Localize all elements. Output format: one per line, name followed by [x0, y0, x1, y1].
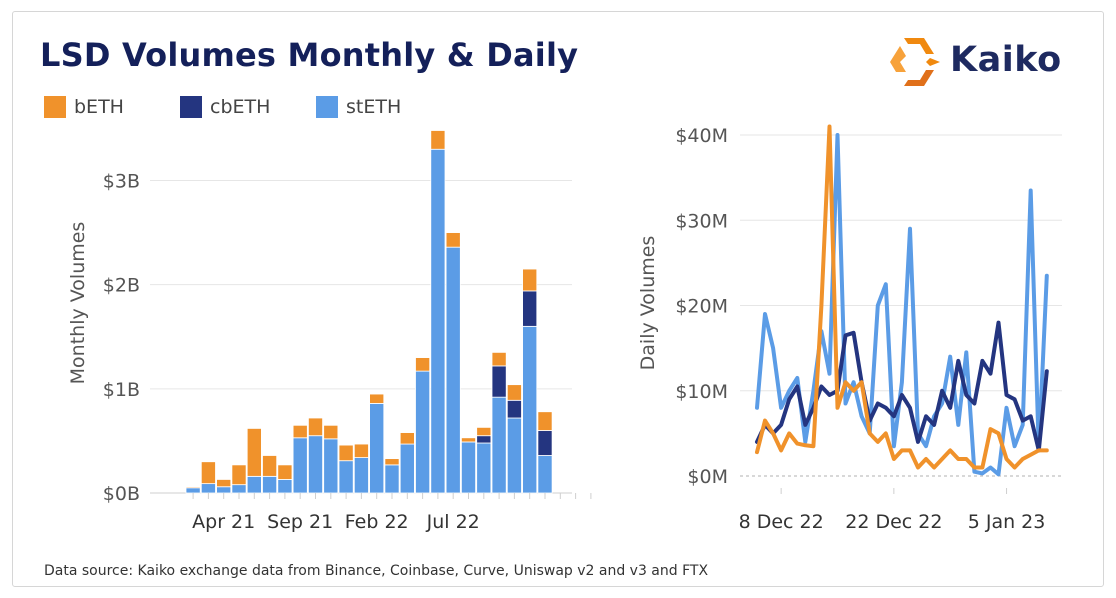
- bar-beth-6: [277, 464, 293, 480]
- brand-logo: Kaiko: [886, 34, 1086, 90]
- bar-beth-4: [246, 428, 262, 477]
- monthly-x-tick-label: Feb 22: [345, 511, 409, 533]
- bar-beth-0: [185, 486, 201, 489]
- legend-swatch-steth: [316, 96, 338, 118]
- monthly-y-tick-label: $3B: [103, 171, 140, 193]
- bar-beth-1: [200, 461, 216, 485]
- bar-beth-5: [262, 455, 278, 477]
- bar-beth-21: [506, 384, 522, 401]
- data-source-note: Data source: Kaiko exchange data from Bi…: [44, 563, 709, 579]
- bar-beth-10: [338, 444, 354, 462]
- line-series-steth: [755, 133, 1049, 477]
- monthly-y-axis-label: Monthly Volumes: [67, 222, 89, 385]
- bar-beth-9: [323, 424, 339, 440]
- monthly-x-tick-label: Apr 21: [192, 511, 255, 533]
- bar-beth-17: [445, 232, 461, 248]
- bar-beth-18: [460, 437, 476, 443]
- daily-x-tick-label: 8 Dec 22: [739, 511, 824, 533]
- bar-beth-12: [369, 393, 385, 404]
- monthly-y-tick-label: $1B: [103, 379, 140, 401]
- monthly-y-tick-label: $0B: [103, 483, 140, 505]
- legend-label-cbeth: cbETH: [210, 96, 271, 118]
- line-series-beth: [755, 124, 1049, 470]
- bar-beth-16: [430, 130, 446, 150]
- daily-x-tick-label: 22 Dec 22: [845, 511, 942, 533]
- line-series-cbeth: [755, 320, 1049, 453]
- legend-label-beth: bETH: [74, 96, 124, 118]
- kaiko-hexagon-icon: [890, 38, 940, 86]
- bar-beth-7: [292, 424, 308, 439]
- daily-y-tick-label: $10M: [675, 381, 728, 403]
- bar-beth-20: [491, 351, 507, 367]
- bar-beth-14: [399, 432, 415, 445]
- bar-beth-19: [476, 426, 492, 437]
- monthly-y-tick-label: $2B: [103, 275, 140, 297]
- bar-beth-3: [231, 464, 247, 486]
- bar-beth-11: [353, 443, 369, 458]
- bar-beth-2: [216, 479, 232, 488]
- daily-y-tick-label: $20M: [675, 296, 728, 318]
- monthly-x-tick-label: Sep 21: [267, 511, 333, 533]
- page-title: LSD Volumes Monthly & Daily: [40, 36, 579, 74]
- bar-beth-23: [537, 411, 553, 431]
- legend-swatch-cbeth: [180, 96, 202, 118]
- bar-beth-15: [415, 357, 431, 372]
- daily-x-tick-label: 5 Jan 23: [968, 511, 1046, 533]
- daily-y-tick-label: $0M: [687, 466, 728, 488]
- legend-label-steth: stETH: [346, 96, 402, 118]
- daily-y-tick-label: $30M: [675, 210, 728, 232]
- daily-y-axis-label: Daily Volumes: [637, 236, 659, 371]
- bar-beth-8: [307, 417, 323, 437]
- daily-y-tick-label: $40M: [675, 125, 728, 147]
- brand-name: Kaiko: [950, 40, 1062, 80]
- monthly-x-tick-label: Jul 22: [426, 511, 480, 533]
- bar-beth-22: [522, 268, 538, 292]
- bar-beth-13: [384, 458, 400, 466]
- legend-swatch-beth: [44, 96, 66, 118]
